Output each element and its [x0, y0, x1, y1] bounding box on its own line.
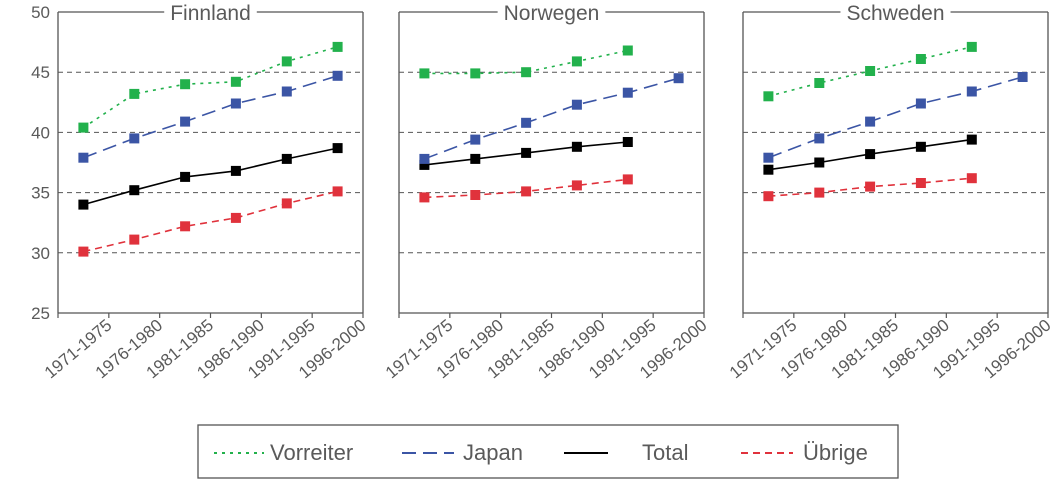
data-point-vorreiter	[281, 56, 292, 67]
data-point-japan	[814, 133, 825, 144]
data-point-vorreiter	[622, 45, 633, 56]
y-tick-label: 45	[31, 63, 50, 82]
y-tick-label: 30	[31, 244, 50, 263]
data-point-vorreiter	[915, 54, 926, 64]
data-point-japan	[571, 99, 582, 110]
legend-label-total: Total	[642, 440, 688, 465]
data-point-japan	[470, 134, 481, 145]
data-point-uebrige	[180, 221, 191, 232]
panel-title: Norwegen	[504, 2, 600, 25]
data-point-total	[470, 153, 481, 164]
data-point-japan	[915, 98, 926, 109]
data-point-japan	[763, 152, 774, 163]
data-point-vorreiter	[129, 88, 140, 99]
panel-finnland: Finnland2530354045501971-19751976-198019…	[31, 2, 369, 382]
data-point-vorreiter	[419, 68, 430, 79]
series-line-vorreiter	[82, 46, 338, 129]
data-point-vorreiter	[571, 56, 582, 67]
legend-label-japan: Japan	[463, 440, 523, 465]
series-line-japan	[83, 75, 338, 159]
data-point-japan	[419, 153, 430, 164]
data-point-total	[230, 165, 241, 176]
data-point-japan	[966, 86, 977, 97]
y-tick-label: 40	[31, 123, 50, 142]
data-point-total	[966, 134, 977, 145]
data-point-vorreiter	[78, 122, 89, 133]
data-point-japan	[1017, 72, 1028, 82]
data-point-uebrige	[470, 190, 481, 200]
data-point-vorreiter	[470, 68, 481, 79]
data-point-vorreiter	[230, 76, 241, 87]
data-point-vorreiter	[332, 41, 343, 52]
data-point-uebrige	[129, 234, 140, 245]
series-line-japan	[768, 76, 1023, 159]
data-point-japan	[281, 86, 292, 97]
data-point-total	[763, 164, 774, 175]
data-point-total	[78, 199, 89, 210]
data-point-total	[180, 171, 191, 182]
data-point-vorreiter	[180, 79, 191, 90]
data-point-vorreiter	[763, 91, 774, 102]
series-line-total	[83, 147, 338, 206]
data-point-total	[281, 153, 292, 164]
data-point-vorreiter	[521, 67, 532, 78]
panel-norwegen: Norwegen1971-19751976-19801981-19851986-…	[382, 2, 711, 382]
data-point-uebrige	[763, 191, 774, 202]
y-tick-label: 25	[31, 304, 50, 323]
data-point-japan	[332, 70, 343, 81]
data-point-uebrige	[966, 173, 977, 184]
data-point-total	[915, 141, 926, 152]
panel-schweden: Schweden1971-19751976-19801981-19851986-…	[726, 2, 1050, 382]
data-point-uebrige	[915, 178, 926, 188]
panel-title: Finnland	[170, 2, 251, 25]
data-point-total	[865, 149, 876, 160]
legend: Vorreiter Japan Total Übrige	[197, 424, 899, 479]
data-point-vorreiter	[814, 78, 825, 88]
data-point-total	[622, 137, 633, 147]
data-point-japan	[521, 117, 532, 128]
data-point-uebrige	[230, 212, 241, 223]
data-point-uebrige	[814, 187, 825, 198]
y-tick-label: 50	[31, 3, 50, 22]
data-point-japan	[622, 87, 633, 98]
data-point-uebrige	[865, 181, 876, 192]
panel-title: Schweden	[846, 2, 944, 25]
data-point-total	[571, 141, 582, 152]
data-point-japan	[673, 73, 684, 84]
data-point-japan	[230, 98, 241, 109]
data-point-uebrige	[332, 186, 343, 197]
data-point-uebrige	[622, 174, 633, 185]
data-point-uebrige	[521, 186, 532, 197]
data-point-total	[419, 159, 430, 170]
series-line-vorreiter	[424, 49, 628, 75]
data-point-total	[129, 185, 140, 196]
y-tick-label: 35	[31, 184, 50, 203]
data-point-japan	[129, 133, 140, 144]
data-point-total	[332, 143, 343, 154]
data-point-japan	[78, 152, 89, 163]
data-point-vorreiter	[966, 41, 977, 52]
data-point-uebrige	[571, 180, 582, 191]
data-point-uebrige	[281, 198, 292, 209]
data-point-vorreiter	[865, 66, 876, 76]
data-point-uebrige	[419, 192, 430, 203]
data-point-japan	[865, 116, 876, 127]
legend-label-uebrige: Übrige	[803, 440, 868, 465]
legend-box	[197, 424, 899, 479]
series-line-uebrige	[83, 190, 338, 253]
series-line-japan	[424, 77, 679, 160]
data-point-uebrige	[78, 246, 89, 257]
data-point-total	[814, 157, 825, 168]
data-point-japan	[180, 116, 191, 127]
data-point-total	[521, 147, 532, 158]
legend-label-vorreiter: Vorreiter	[270, 440, 353, 465]
